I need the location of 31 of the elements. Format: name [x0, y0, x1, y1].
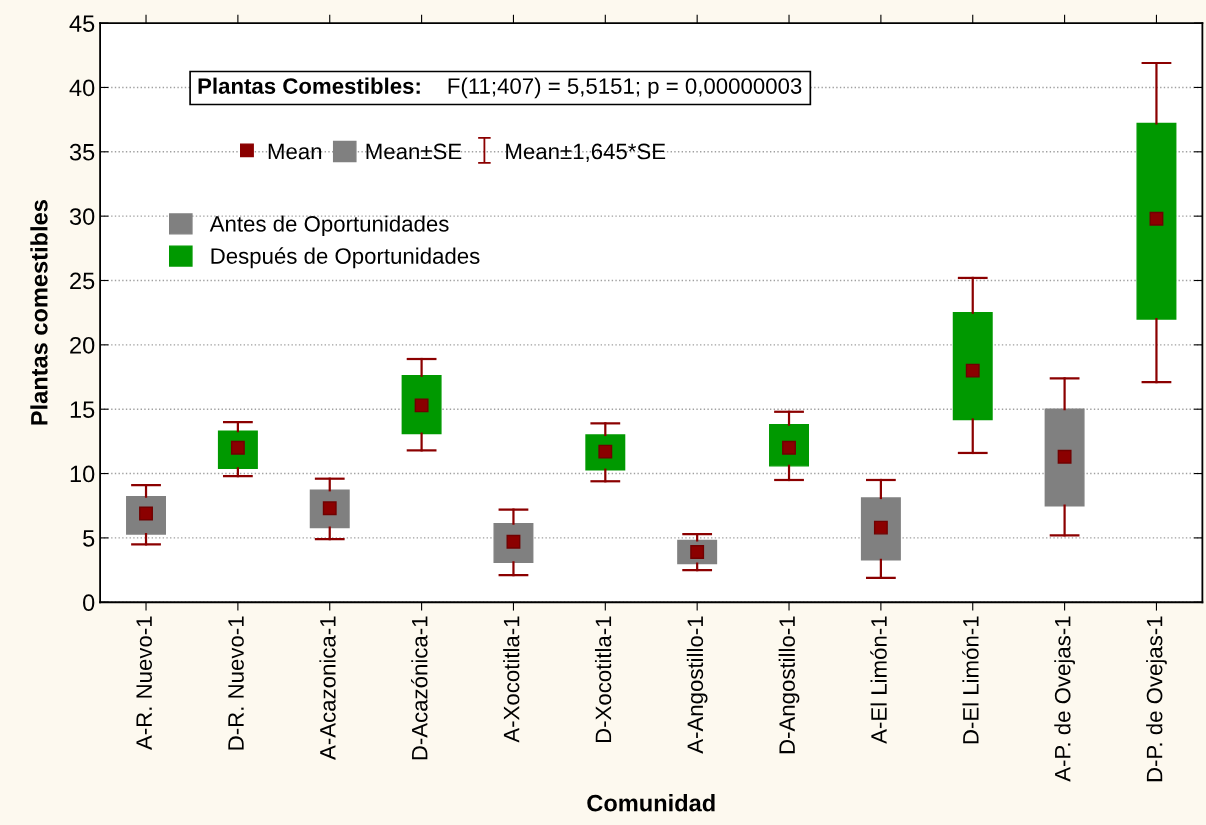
y-tick-label: 25 [70, 272, 95, 290]
y-tick-label: 10 [70, 465, 95, 483]
legend-label: Después de Oportunidades [211, 247, 480, 269]
x-tick-label: D-R. Nuevo-1 [228, 616, 244, 750]
y-axis-title: Plantas comestibles [30, 200, 48, 425]
x-axis-title: Comunidad [587, 794, 715, 812]
x-tick-label: D-P. de Ovejas-1 [1146, 616, 1167, 782]
x-tick-label: A-El Limón-1 [870, 616, 887, 744]
text: F(11;407) = 5,5151; p = 0,00000003 [448, 77, 802, 99]
y-tick-label: 45 [69, 15, 95, 32]
x-tick-label: A-P. de Ovejas-1 [1054, 616, 1075, 782]
y-tick-label: 0 [83, 594, 95, 612]
x-tick-label: A-Angostillo-1 [686, 616, 708, 754]
x-tick-label: D-El Limón-1 [962, 616, 979, 744]
y-tick-label: 40 [69, 79, 95, 97]
annotation: Mean±1,645*SE [506, 143, 666, 162]
y-tick-label: 20 [70, 336, 95, 354]
y-tick-label: 35 [69, 143, 95, 161]
x-tick-label: A-R. Nuevo-1 [136, 616, 152, 751]
x-tick-label: A-Xocotitla-1 [503, 616, 520, 743]
y-tick-label: 15 [70, 401, 95, 418]
y-tick-label: 5 [83, 530, 95, 547]
x-tick-label: D-Angostillo-1 [778, 616, 800, 754]
y-tick-label: 30 [69, 208, 95, 225]
x-tick-label: A-Acazonica-1 [319, 616, 336, 760]
x-tick-label: D-Xocotitla-1 [594, 616, 612, 743]
annotation: Mean±SE [366, 143, 462, 160]
annotation: Mean [268, 143, 322, 160]
text: Plantas Comestibles: [198, 77, 420, 94]
x-tick-label: D-Acazónica-1 [410, 616, 428, 760]
legend-label: Antes de Oportunidades [209, 215, 449, 237]
